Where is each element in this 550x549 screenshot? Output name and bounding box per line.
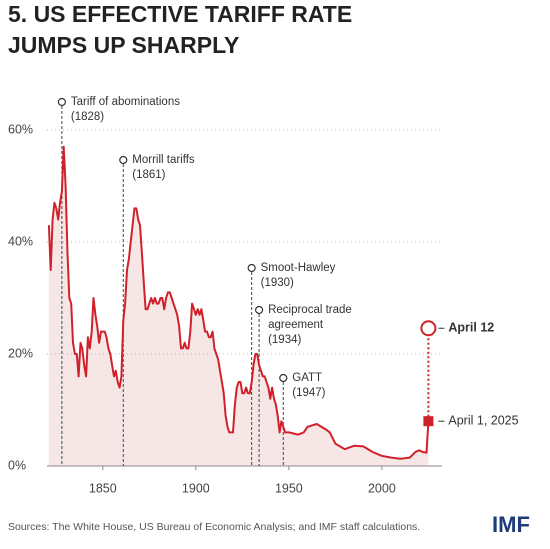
- annotation-label: Morrill tariffs: [132, 154, 195, 166]
- x-tick-label: 2000: [368, 481, 396, 495]
- annotation-label: (1947): [292, 387, 325, 399]
- chart-title: 5. US EFFECTIVE TARIFF RATE: [8, 1, 352, 27]
- x-tick-label: 1950: [275, 481, 303, 495]
- annotation-label: Tariff of abominations: [71, 96, 180, 108]
- chart-title: JUMPS UP SHARPLY: [8, 32, 239, 58]
- highlight-label: April 12: [448, 321, 494, 335]
- annotation-label: Smoot-Hawley: [261, 262, 336, 274]
- annotation-label: (1828): [71, 111, 104, 123]
- x-tick-label: 1850: [89, 481, 117, 495]
- y-tick-label: 40%: [8, 234, 33, 248]
- annotation-label: agreement: [268, 319, 324, 331]
- line: [47, 145, 430, 460]
- x-tick-label: 1900: [182, 481, 210, 495]
- y-tick-label: 60%: [8, 122, 33, 136]
- annotation-marker: [254, 305, 264, 315]
- highlight-marker: [420, 320, 437, 337]
- annotation-marker: [57, 97, 66, 107]
- annotation-marker: [247, 263, 256, 273]
- annotation-label: Reciprocal trade: [268, 304, 352, 316]
- annotation-label: (1930): [261, 277, 294, 289]
- source: Sources: The White House, US Bureau of E…: [8, 521, 420, 533]
- annotation-label: (1861): [132, 169, 165, 181]
- y-tick-label: 20%: [8, 346, 33, 360]
- y-tick-label: 0%: [8, 458, 26, 472]
- highlight-marker: [423, 416, 434, 427]
- annotation-marker: [279, 373, 288, 383]
- highlight-label: April 1, 2025: [448, 413, 518, 427]
- logo: IMF: [492, 512, 530, 537]
- annotation-label: (1934): [268, 334, 301, 346]
- annotation-label: GATT: [292, 372, 322, 384]
- annotation-marker: [119, 155, 128, 165]
- area: [48, 146, 429, 467]
